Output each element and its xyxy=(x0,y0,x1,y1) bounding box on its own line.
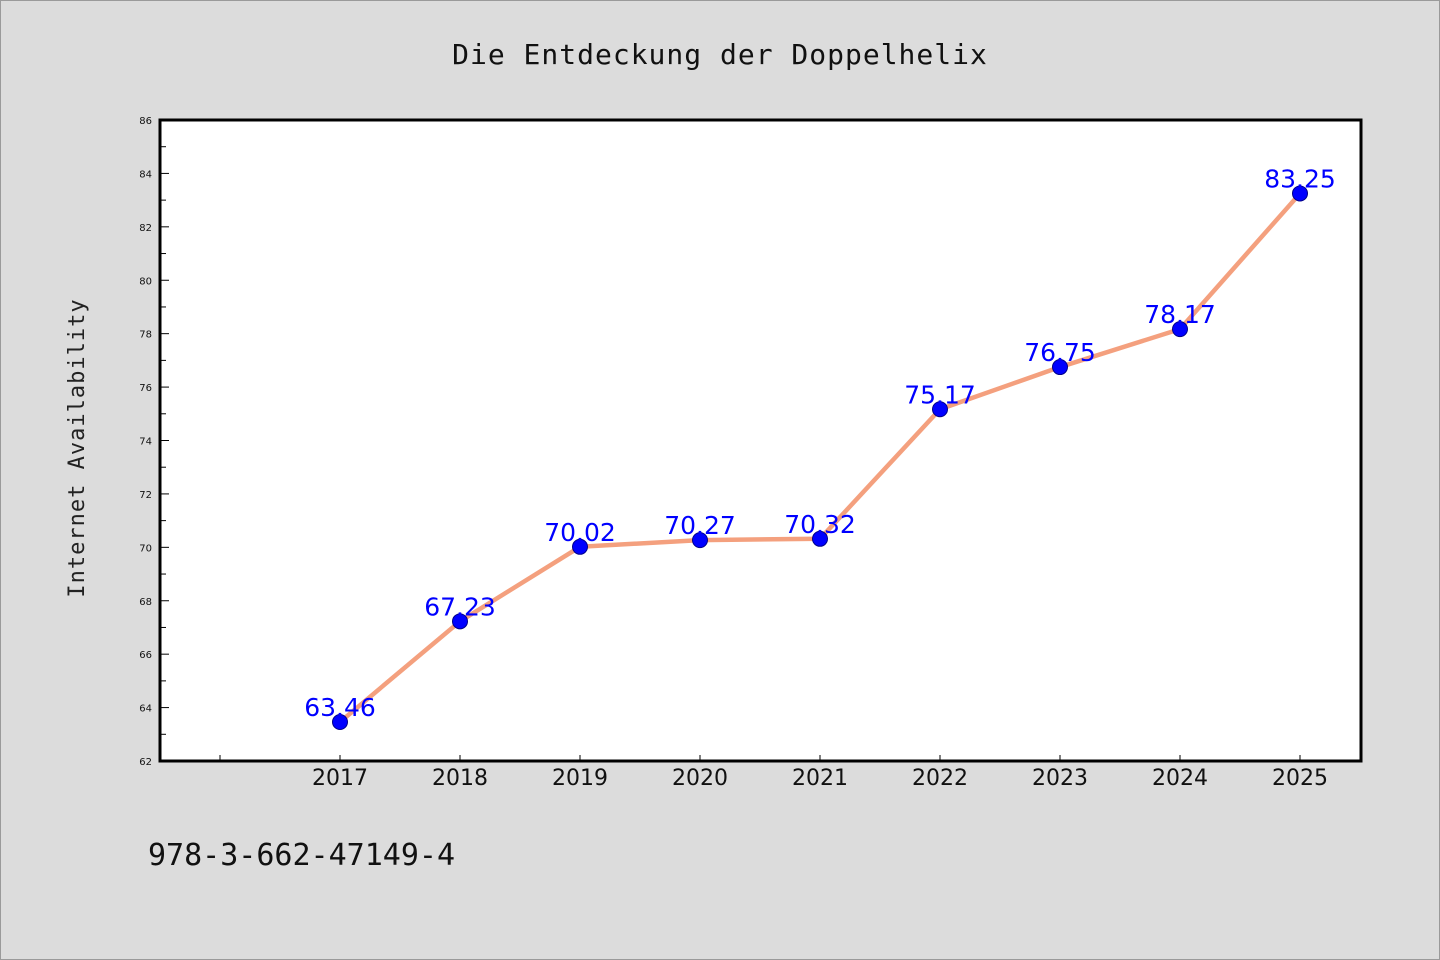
plot-area xyxy=(158,118,1363,763)
y-tick-label: 70 xyxy=(139,543,152,554)
data-point xyxy=(1172,321,1188,338)
x-tick-label: 2021 xyxy=(792,766,848,791)
x-tick-label: 2024 xyxy=(1152,766,1208,791)
x-axis: 2017 2018 2019 2020 2021 2022 2023 2024 2025 xyxy=(219,755,1328,791)
x-tick-label: 2022 xyxy=(912,766,968,791)
isbn-footer: 978-3-662-47149-4 xyxy=(148,838,455,873)
data-label: 67.23 xyxy=(424,592,496,621)
y-tick-label: 78 xyxy=(139,330,152,341)
data-point xyxy=(1052,359,1068,376)
data-label: 70.02 xyxy=(544,518,616,547)
data-point xyxy=(932,401,948,418)
x-tick-label: 2019 xyxy=(552,766,608,791)
chart-title: Die Entdeckung der Doppelhelix xyxy=(452,38,988,71)
y-axis: 62 64 66 68 70 72 74 76 78 80 82 84 86 xyxy=(139,116,169,768)
data-label: 78.17 xyxy=(1144,300,1216,329)
y-tick-label: 72 xyxy=(139,490,152,501)
x-tick-label: 2025 xyxy=(1272,766,1328,791)
data-labels: 63.46 67.23 70.02 70.27 70.32 75.17 76.75 78.17… xyxy=(304,164,1336,722)
data-point xyxy=(1292,185,1308,202)
y-tick-label: 66 xyxy=(139,650,152,661)
y-axis-label: Internet Availability xyxy=(65,298,90,597)
y-tick-label: 76 xyxy=(139,383,152,394)
y-tick-label: 64 xyxy=(139,704,152,715)
y-tick-label: 84 xyxy=(139,169,152,180)
y-tick-label: 62 xyxy=(139,757,152,768)
y-tick-label: 80 xyxy=(139,276,152,287)
data-point xyxy=(812,530,828,547)
data-point xyxy=(332,714,348,731)
data-point xyxy=(572,538,588,555)
data-point xyxy=(452,613,468,630)
data-label: 83.25 xyxy=(1264,164,1336,193)
y-tick-label: 82 xyxy=(139,223,152,234)
y-tick-label: 68 xyxy=(139,597,152,608)
y-tick-label: 86 xyxy=(139,116,152,127)
data-label: 70.27 xyxy=(664,511,736,540)
x-tick-label: 2018 xyxy=(432,766,488,791)
data-point xyxy=(692,532,708,549)
data-label: 70.32 xyxy=(784,510,856,539)
series-markers xyxy=(332,185,1308,731)
x-tick-label: 2023 xyxy=(1032,766,1088,791)
y-tick-label: 74 xyxy=(139,437,152,448)
data-label: 63.46 xyxy=(304,693,376,722)
x-tick-label: 2017 xyxy=(312,766,368,791)
data-label: 75.17 xyxy=(904,380,976,409)
x-tick-label: 2020 xyxy=(672,766,728,791)
data-label: 76.75 xyxy=(1024,338,1096,367)
